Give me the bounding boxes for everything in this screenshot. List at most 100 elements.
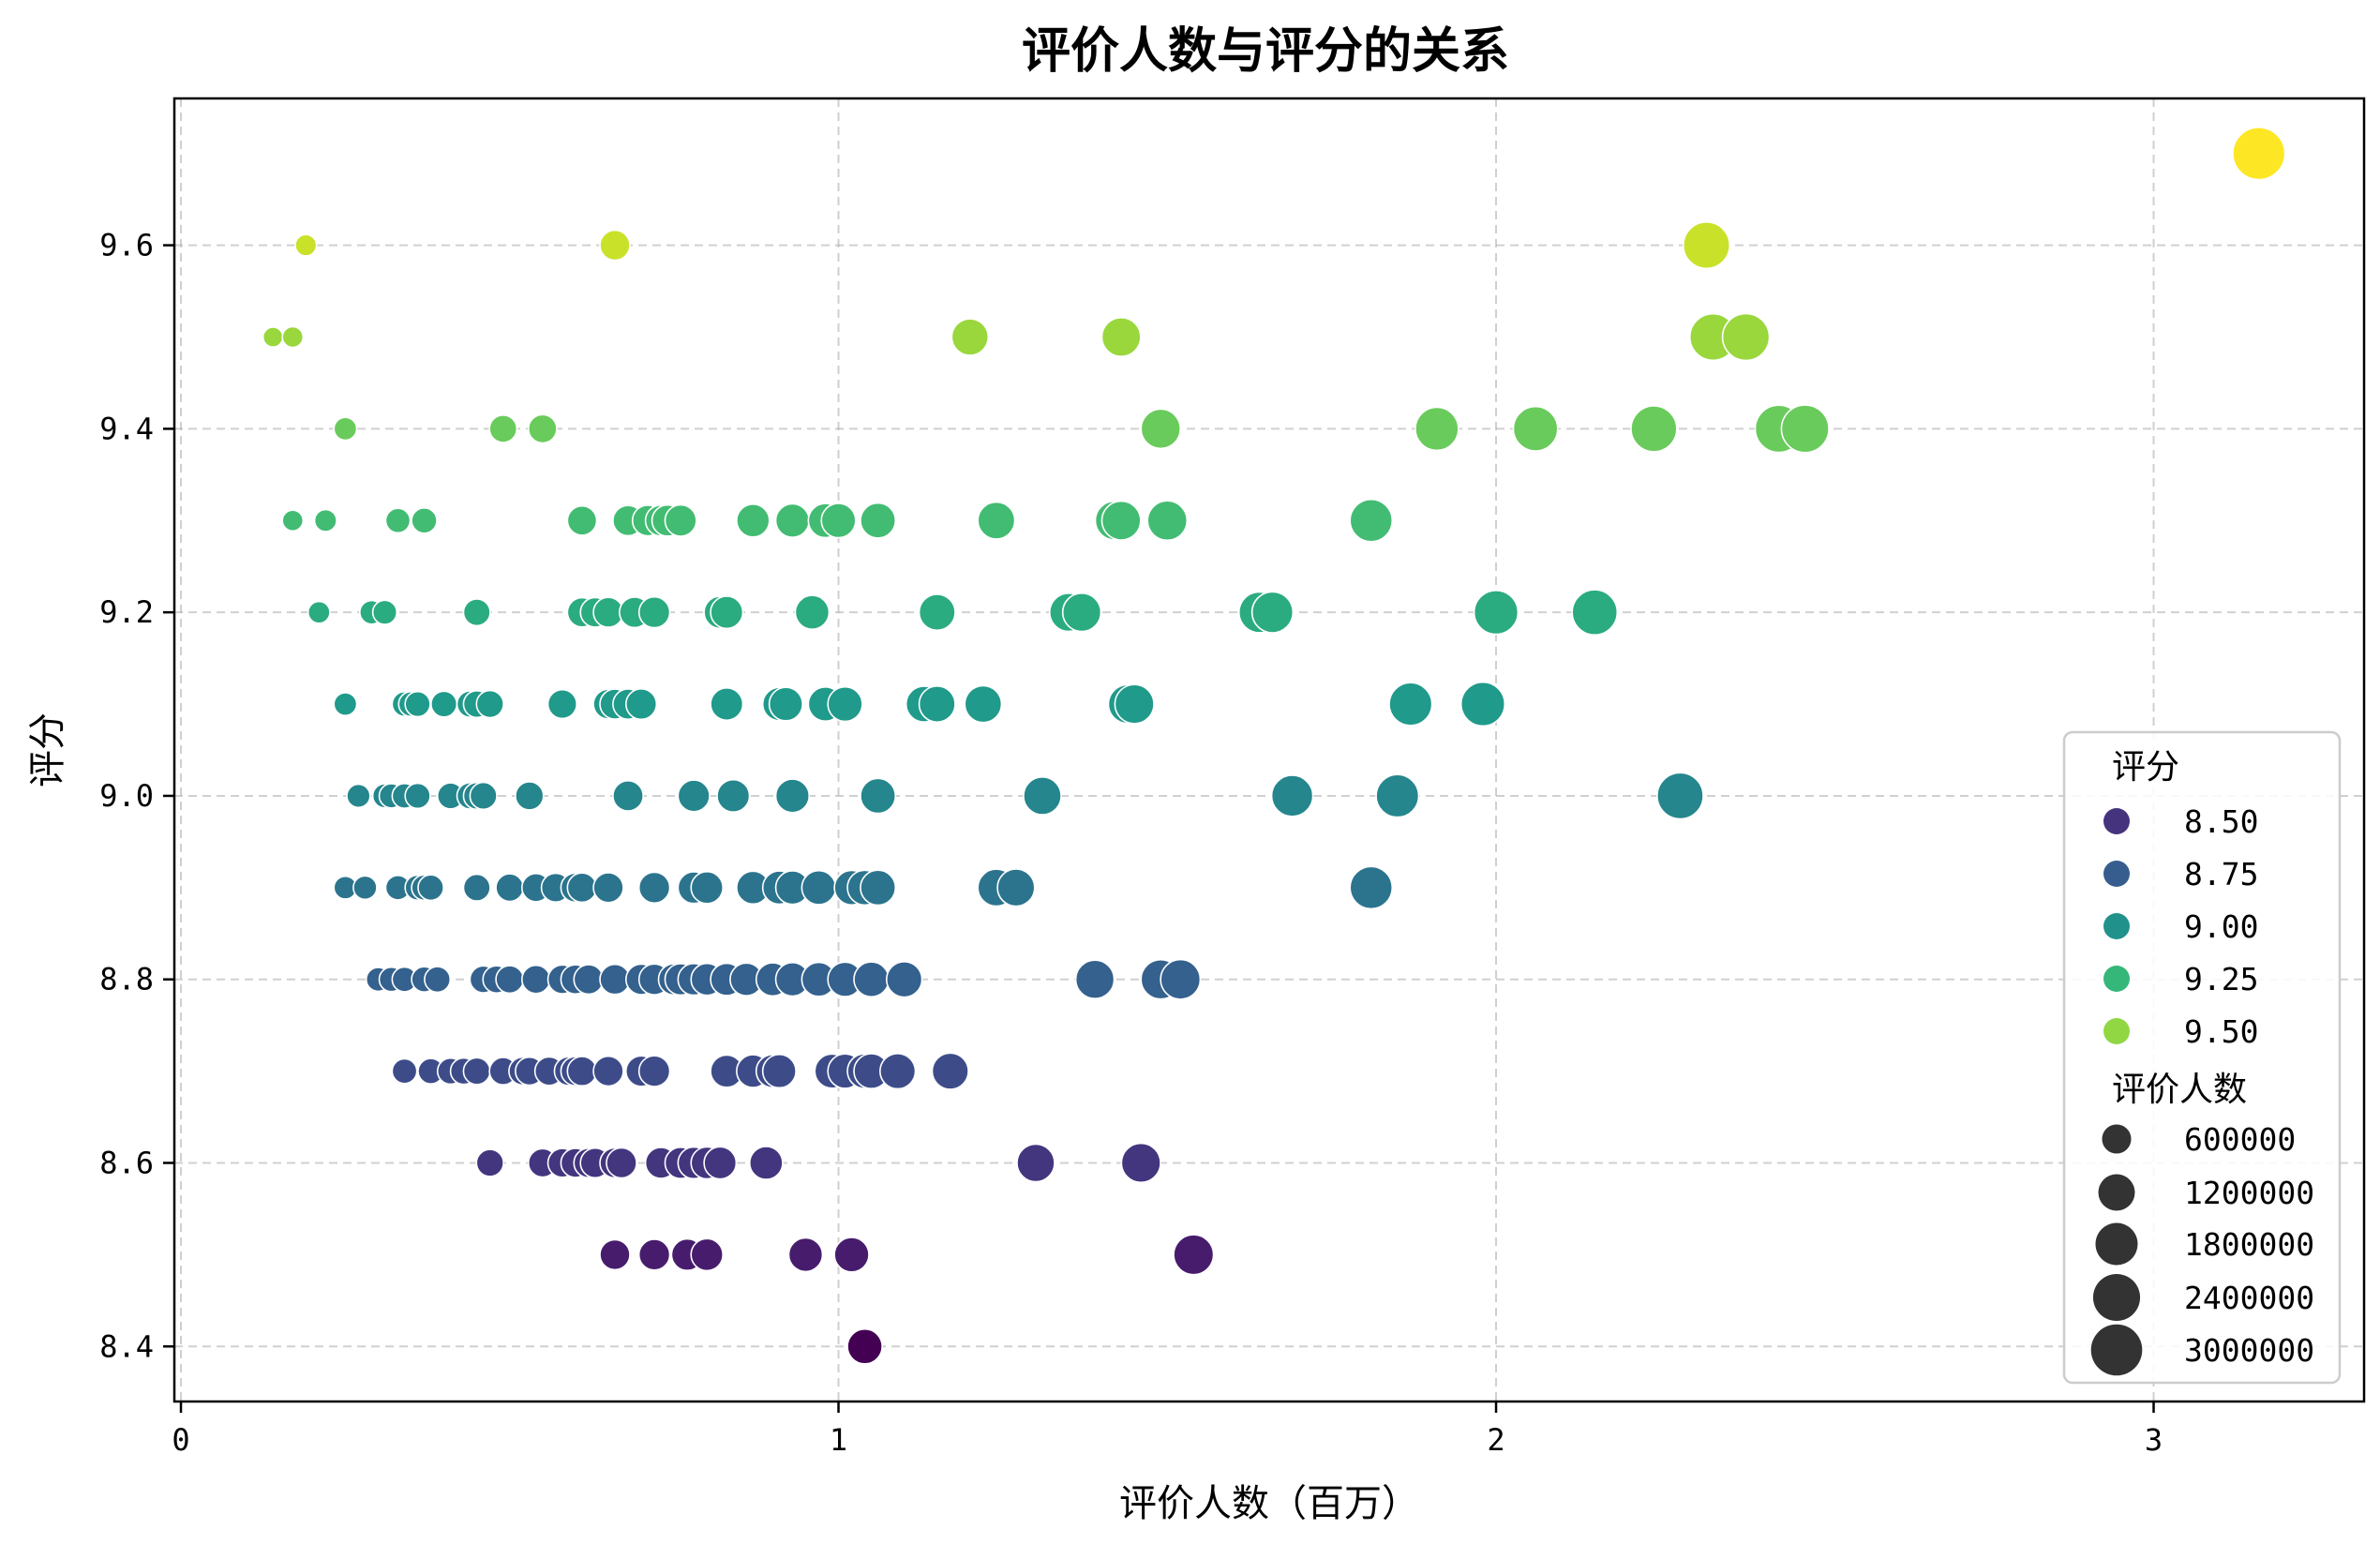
legend-hue-marker [2103, 966, 2130, 992]
legend-hue-label: 8.75 [2184, 856, 2258, 892]
scatter-point [462, 873, 491, 902]
scatter-point [1016, 1143, 1055, 1183]
legend-hue-label: 9.25 [2184, 961, 2258, 997]
scatter-point [977, 501, 1016, 540]
scatter-point [833, 1237, 870, 1273]
scatter-point [703, 1146, 738, 1180]
y-tick-label: 9.4 [99, 411, 154, 446]
legend-frame [2062, 730, 2342, 1385]
scatter-point [801, 869, 837, 906]
scatter-point [262, 326, 284, 348]
scatter-point [281, 509, 305, 532]
y-axis-ticks: 8.4 8.6 8.8 9.0 9.2 9.4 9.6 [99, 228, 174, 1364]
scatter-point [599, 1238, 631, 1271]
scatter-point [787, 1237, 824, 1273]
scatter-point [612, 780, 644, 812]
chart-title: 评价人数与评分的关系 [1022, 23, 1509, 80]
legend-size-label: 1800000 [2184, 1226, 2314, 1263]
scatter-point [774, 778, 811, 814]
scatter-point [1140, 408, 1182, 450]
scatter-point [546, 688, 578, 720]
scatter-point [1459, 681, 1506, 727]
scatter-point [820, 502, 857, 539]
scatter-point [885, 961, 923, 998]
scatter-point [371, 599, 398, 625]
scatter-point [352, 875, 378, 901]
legend-size-label: 600000 [2184, 1121, 2296, 1158]
legend-size-label: 2400000 [2184, 1280, 2314, 1316]
legend-size-label: 1200000 [2184, 1175, 2314, 1211]
scatter-point [860, 777, 897, 815]
legend: 评分 8.50 8.75 9.00 9.25 9.50 评价人数 600000 12000… [2062, 730, 2342, 1385]
legend-hue-title: 评分 [2112, 748, 2179, 787]
data-points [262, 127, 2286, 1365]
y-tick-label: 9.0 [99, 778, 154, 814]
scatter-point [1100, 317, 1142, 358]
scatter-point [475, 1148, 504, 1177]
legend-hue-entries: 8.50 8.75 9.00 9.25 9.50 [2103, 803, 2258, 1050]
scatter-point [736, 503, 771, 538]
scatter-point [1375, 773, 1420, 818]
x-tick-label: 0 [172, 1422, 189, 1458]
scatter-point [475, 689, 504, 719]
scatter-point [748, 1146, 784, 1180]
scatter-point [710, 687, 744, 722]
scatter-point [2232, 127, 2286, 181]
scatter-point [1074, 959, 1115, 1000]
scatter-point [488, 413, 518, 443]
scatter-point [424, 966, 452, 994]
scatter-point [774, 502, 811, 538]
scatter-point [384, 507, 412, 534]
scatter-point [462, 598, 491, 627]
scatter-point [1250, 591, 1295, 634]
scatter-point [1146, 500, 1189, 542]
scatter-point [716, 778, 751, 814]
x-axis-label: 评价人数（百万） [1119, 1482, 1419, 1525]
scatter-point [996, 868, 1036, 907]
scatter-point [1721, 312, 1771, 362]
scatter-point [624, 687, 658, 721]
y-tick-label: 9.6 [99, 228, 154, 263]
scatter-point [1388, 682, 1433, 727]
scatter-point [1061, 592, 1102, 633]
scatter-point [520, 964, 551, 995]
scatter-point [404, 690, 431, 718]
scatter-point [794, 594, 831, 631]
y-tick-label: 8.8 [99, 962, 154, 997]
scatter-point [1415, 406, 1459, 452]
scatter-point [964, 684, 1003, 724]
scatter-point [417, 874, 444, 902]
scatter-point [294, 233, 318, 257]
scatter-point [1780, 404, 1830, 454]
legend-size-title: 评价人数 [2112, 1071, 2247, 1109]
scatter-point [592, 1055, 624, 1087]
scatter-point [1349, 498, 1394, 543]
y-tick-label: 9.2 [99, 594, 154, 630]
scatter-point [313, 508, 337, 532]
legend-size-marker [2090, 1324, 2143, 1376]
scatter-point [1349, 865, 1394, 910]
legend-size-marker [2098, 1174, 2135, 1211]
scatter-point [1656, 772, 1704, 820]
scatter-point [1023, 776, 1062, 816]
scatter-point [879, 1052, 917, 1090]
y-tick-label: 8.6 [99, 1145, 154, 1180]
scatter-point [573, 964, 605, 996]
legend-hue-label: 8.50 [2184, 803, 2258, 840]
scatter-point [931, 1052, 969, 1090]
scatter-point [690, 1237, 725, 1272]
x-axis-ticks: 0 1 2 3 [172, 1402, 2163, 1458]
legend-hue-marker [2103, 808, 2130, 834]
scatter-point [527, 413, 558, 444]
legend-hue-marker [2103, 861, 2130, 887]
scatter-point [637, 1238, 671, 1271]
scatter-point [391, 1057, 418, 1085]
scatter-point [1160, 958, 1202, 1000]
legend-size-entries: 600000 1200000 1800000 2400000 3000000 [2090, 1121, 2314, 1376]
scatter-point [333, 692, 358, 717]
scatter-point [346, 783, 371, 809]
scatter-point [469, 781, 498, 811]
scatter-point [918, 685, 956, 724]
scatter-point [761, 1054, 797, 1089]
